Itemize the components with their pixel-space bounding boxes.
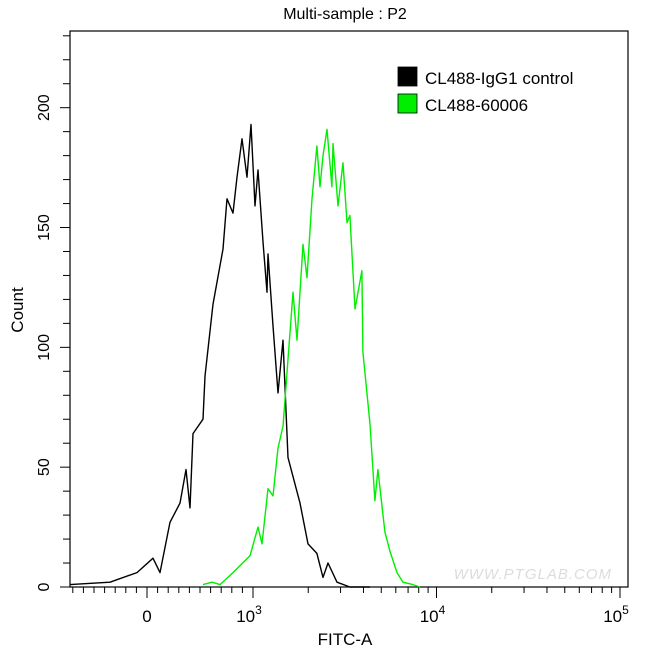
x-tick-base: 10 bbox=[236, 607, 255, 626]
y-axis: 0 50 100 150 200 bbox=[36, 35, 70, 591]
chart-title: Multi-sample : P2 bbox=[283, 6, 407, 23]
x-tick-exponent: 3 bbox=[255, 603, 262, 617]
x-tick-label: 105 bbox=[603, 603, 629, 626]
series-line-1 bbox=[202, 128, 421, 588]
y-tick-label: 150 bbox=[36, 214, 53, 241]
plot-frame bbox=[69, 30, 629, 588]
x-tick-base: 0 bbox=[142, 607, 151, 626]
series-line-0 bbox=[69, 123, 370, 588]
y-tick-label: 50 bbox=[36, 458, 53, 476]
legend-swatch-sample bbox=[397, 93, 418, 114]
legend: CL488-IgG1 control CL488-60006 bbox=[397, 66, 573, 115]
x-tick-exponent: 5 bbox=[622, 603, 629, 617]
x-axis-label: FITC-A bbox=[318, 630, 373, 649]
x-tick-exponent: 4 bbox=[439, 603, 446, 617]
watermark: WWW.PTGLAB.COM bbox=[454, 566, 612, 583]
x-tick-label: 104 bbox=[420, 603, 446, 626]
y-tick-label: 0 bbox=[36, 582, 53, 591]
x-tick-base: 10 bbox=[420, 607, 439, 626]
y-tick-label: 200 bbox=[36, 94, 53, 121]
x-tick-base: 10 bbox=[603, 607, 622, 626]
x-tick-label: 103 bbox=[236, 603, 262, 626]
legend-swatch-control bbox=[397, 66, 418, 87]
series-group bbox=[69, 123, 421, 588]
y-tick-label: 100 bbox=[36, 334, 53, 361]
legend-label-sample: CL488-60006 bbox=[425, 96, 528, 115]
x-tick-label: 0 bbox=[142, 607, 151, 626]
legend-label-control: CL488-IgG1 control bbox=[425, 69, 573, 88]
y-axis-label: Count bbox=[8, 287, 27, 333]
x-axis: 0 103 104 105 bbox=[72, 587, 629, 626]
